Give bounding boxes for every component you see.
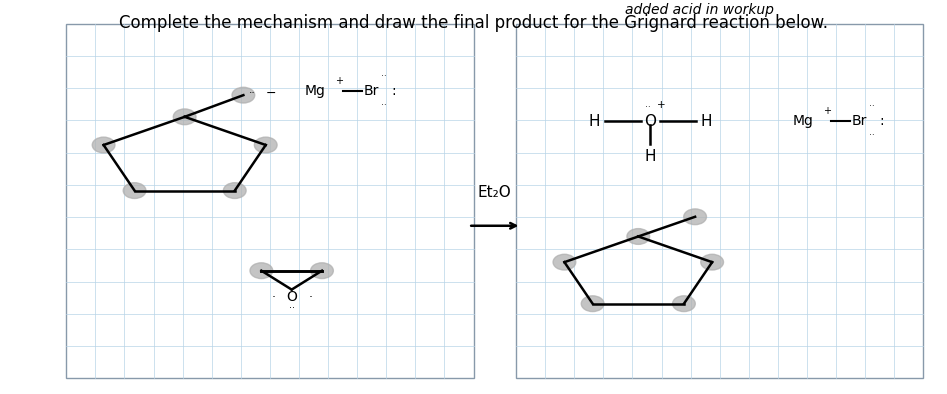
- Ellipse shape: [581, 296, 604, 312]
- Text: ·: ·: [309, 291, 313, 304]
- Text: ··: ··: [381, 72, 386, 81]
- Text: ··: ··: [289, 303, 295, 314]
- Ellipse shape: [92, 137, 115, 153]
- Ellipse shape: [232, 87, 255, 103]
- Text: ··: ··: [645, 104, 651, 113]
- Text: :: :: [391, 84, 396, 98]
- Text: H: H: [645, 149, 656, 164]
- Ellipse shape: [255, 137, 277, 153]
- Text: +: +: [335, 76, 343, 86]
- Ellipse shape: [123, 183, 146, 199]
- Text: ·: ·: [272, 291, 276, 304]
- Text: Mg: Mg: [793, 114, 813, 128]
- Text: ··: ··: [249, 88, 256, 98]
- Ellipse shape: [553, 254, 576, 270]
- Text: Br: Br: [364, 84, 379, 98]
- Text: Et₂O: Et₂O: [478, 185, 511, 200]
- Text: Mg: Mg: [305, 84, 326, 98]
- Ellipse shape: [627, 229, 650, 244]
- Ellipse shape: [684, 209, 706, 225]
- Text: H: H: [701, 113, 712, 129]
- Text: Br: Br: [851, 114, 867, 128]
- Text: :: :: [879, 114, 884, 128]
- Text: −: −: [266, 87, 277, 100]
- Text: O: O: [286, 290, 297, 305]
- Text: H: H: [589, 113, 600, 129]
- Text: +: +: [823, 106, 831, 116]
- Text: Complete the mechanism and draw the final product for the Grignard reaction belo: Complete the mechanism and draw the fina…: [119, 14, 828, 32]
- Bar: [516, 24, 923, 378]
- Ellipse shape: [250, 263, 273, 279]
- Ellipse shape: [672, 296, 695, 312]
- Text: ··: ··: [868, 132, 874, 140]
- Ellipse shape: [223, 183, 246, 199]
- Bar: [66, 24, 474, 378]
- Text: +: +: [656, 100, 665, 110]
- Text: ··: ··: [381, 102, 386, 110]
- Ellipse shape: [311, 263, 333, 279]
- Ellipse shape: [173, 109, 196, 125]
- Text: ··: ··: [868, 102, 874, 111]
- Text: O: O: [645, 113, 656, 129]
- Text: added acid in workup: added acid in workup: [625, 2, 774, 17]
- Ellipse shape: [701, 254, 724, 270]
